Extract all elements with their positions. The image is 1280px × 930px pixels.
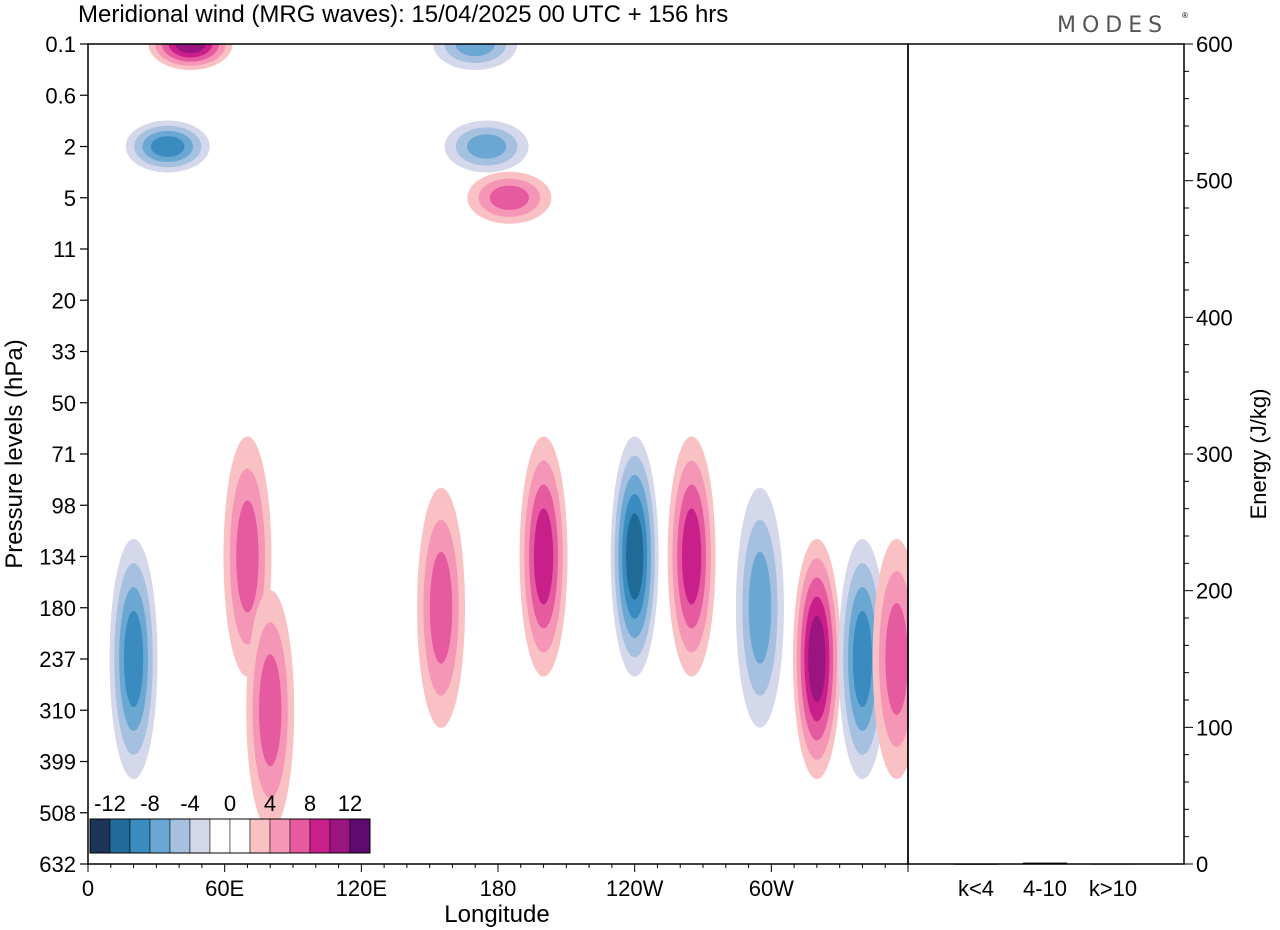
energy-tick-label: 400	[1196, 305, 1233, 330]
energy-bar	[1023, 862, 1067, 864]
wind-anomaly-14-level-3	[852, 611, 873, 707]
wind-anomaly-11-level-3	[682, 508, 702, 605]
colorbar-swatch	[249, 818, 271, 854]
wind-anomaly-8-level-2	[429, 551, 453, 664]
colorbar-swatch	[289, 818, 311, 854]
y-tick-label: 20	[52, 288, 76, 313]
colorbar-tick-label: -8	[140, 791, 160, 816]
wind-anomaly-9-level-3	[533, 508, 554, 605]
colorbar-swatch	[309, 818, 331, 854]
y-tick-label: 310	[39, 698, 76, 723]
energy-tick-label: 100	[1196, 715, 1233, 740]
colorbar-swatch	[109, 818, 131, 854]
wind-anomaly-2-level-2	[455, 44, 495, 57]
energy-tick-label: 200	[1196, 579, 1233, 604]
colorbar-swatch	[209, 818, 231, 854]
y-tick-label: 11	[53, 237, 76, 262]
colorbar-tick-label: 4	[264, 791, 276, 816]
colorbar-swatch	[89, 818, 111, 854]
colorbar-swatch	[129, 818, 151, 854]
energy-tick-label: 600	[1196, 32, 1233, 57]
y-tick-label: 632	[39, 852, 76, 877]
y-tick-label: 237	[39, 647, 76, 672]
x-tick-label: 60E	[205, 876, 244, 901]
x-axis-label: Longitude	[444, 901, 549, 928]
energy-tick-label: 500	[1196, 169, 1233, 194]
colorbar-swatch	[349, 818, 371, 854]
colorbar-swatch	[149, 818, 171, 854]
wind-anomaly-5-level-3	[123, 611, 144, 707]
energy-category-label: k<4	[958, 876, 994, 901]
energy-bar	[1091, 863, 1135, 865]
wind-anomaly-7-level-2	[259, 654, 282, 767]
y-axis-label: Pressure levels (hPa)	[1, 339, 28, 568]
wind-anomaly-15-level-2	[885, 603, 908, 715]
y-tick-label: 71	[52, 442, 76, 467]
colorbar-tick-label: 8	[304, 791, 316, 816]
wind-anomaly-4-level-2	[489, 185, 529, 210]
energy-tick-label: 0	[1196, 852, 1208, 877]
colorbar-swatch	[229, 818, 251, 854]
energy-category-label: k>10	[1089, 876, 1137, 901]
wind-anomaly-13-level-4	[808, 615, 826, 703]
colorbar-swatch	[169, 818, 191, 854]
colorbar-swatch	[189, 818, 211, 854]
energy-bar	[954, 863, 998, 865]
wind-anomaly-1-level-3	[150, 136, 185, 157]
y-tick-label: 50	[52, 391, 76, 416]
wind-anomaly-12-level-2	[748, 551, 772, 664]
x-tick-label: 120E	[336, 876, 387, 901]
colorbar-tick-label: -4	[180, 791, 200, 816]
y-tick-label: 399	[39, 750, 76, 775]
x-tick-label: 120W	[606, 876, 664, 901]
y-tick-label: 2	[64, 135, 76, 160]
y-tick-label: 33	[52, 340, 76, 365]
x-tick-label: 180	[480, 876, 517, 901]
y-tick-label: 0.1	[45, 32, 76, 57]
logo-registered-mark: ®	[1182, 11, 1188, 20]
y-tick-label: 5	[64, 186, 76, 211]
colorbar: -12 -8 -4 0 4 8 12	[89, 791, 371, 854]
colorbar-swatch	[269, 818, 291, 854]
heatmap-field	[109, 44, 908, 831]
energy-axis-label: Energy (J/kg)	[1246, 389, 1271, 520]
y-tick-label: 134	[39, 545, 76, 570]
colorbar-swatch	[329, 818, 351, 854]
axes: 0.1 0.6 2 5 11 20 33 50 71 98 134 180 237 310 399 508 63…	[39, 32, 1232, 901]
chart-title: Meridional wind (MRG waves): 15/04/2025 …	[78, 1, 728, 28]
colorbar-tick-label: 12	[338, 791, 362, 816]
y-tick-label: 508	[39, 801, 76, 826]
wind-anomaly-3-level-2	[467, 134, 507, 159]
wind-anomaly-10-level-4	[626, 513, 644, 600]
energy-panel-frame	[907, 43, 1185, 865]
wind-anomaly-6-level-2	[236, 500, 259, 613]
wind-anomaly-0-level-4	[175, 44, 206, 54]
x-tick-label: 60W	[749, 876, 794, 901]
colorbar-tick-label: 0	[224, 791, 236, 816]
modes-logo: MODES	[1057, 13, 1168, 38]
x-tick-label: 0	[82, 876, 94, 901]
colorbar-tick-label: -12	[94, 791, 126, 816]
energy-category-label: 4-10	[1023, 876, 1067, 901]
y-tick-label: 180	[39, 596, 76, 621]
energy-tick-label: 300	[1196, 442, 1233, 467]
colorbar-frame	[89, 818, 371, 854]
y-tick-label: 0.6	[45, 83, 76, 108]
y-tick-label: 98	[52, 493, 76, 518]
